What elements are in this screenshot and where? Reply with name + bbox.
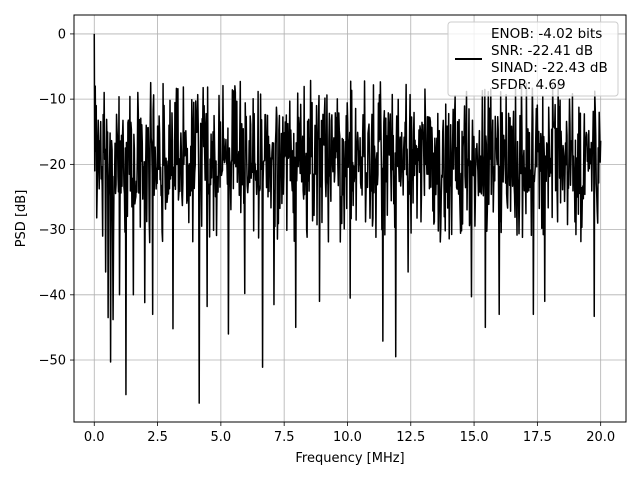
x-tick-label: 15.0 <box>460 430 489 445</box>
y-tick-label: −10 <box>39 93 66 108</box>
y-tick-label: −40 <box>39 288 66 303</box>
x-tick-label: 2.5 <box>147 430 168 445</box>
y-tick-label: −50 <box>39 354 66 369</box>
legend-sfdr: SFDR: 4.69 <box>491 77 566 93</box>
data-area <box>93 33 602 404</box>
legend: ENOB: -4.02 bits SNR: -22.41 dB SINAD: -… <box>447 21 619 97</box>
x-tick-label: 17.5 <box>523 430 552 445</box>
x-axis-label: Frequency [MHz] <box>295 451 404 466</box>
x-tick-label: 10.0 <box>333 430 362 445</box>
y-tick-label: −20 <box>39 158 66 173</box>
y-tick-label: 0 <box>58 27 66 42</box>
legend-enob: ENOB: -4.02 bits <box>491 26 602 42</box>
plot-frame <box>73 14 627 423</box>
psd-series-line <box>93 33 602 404</box>
y-axis-label: PSD [dB] <box>14 190 29 248</box>
legend-box <box>447 21 619 97</box>
x-tick-label: 7.5 <box>274 430 295 445</box>
x-tick-label: 20.0 <box>586 430 615 445</box>
ticks: 0.0 2.5 5.0 7.5 10.0 12.5 15.0 17.5 20.0 0 −10 −20 −… <box>39 27 616 445</box>
x-tick-label: 0.0 <box>84 430 105 445</box>
x-tick-label: 12.5 <box>396 430 425 445</box>
y-tick-label: −30 <box>39 223 66 238</box>
legend-snr: SNR: -22.41 dB <box>491 43 593 59</box>
legend-sinad: SINAD: -22.43 dB <box>491 60 608 76</box>
x-tick-label: 5.0 <box>211 430 232 445</box>
